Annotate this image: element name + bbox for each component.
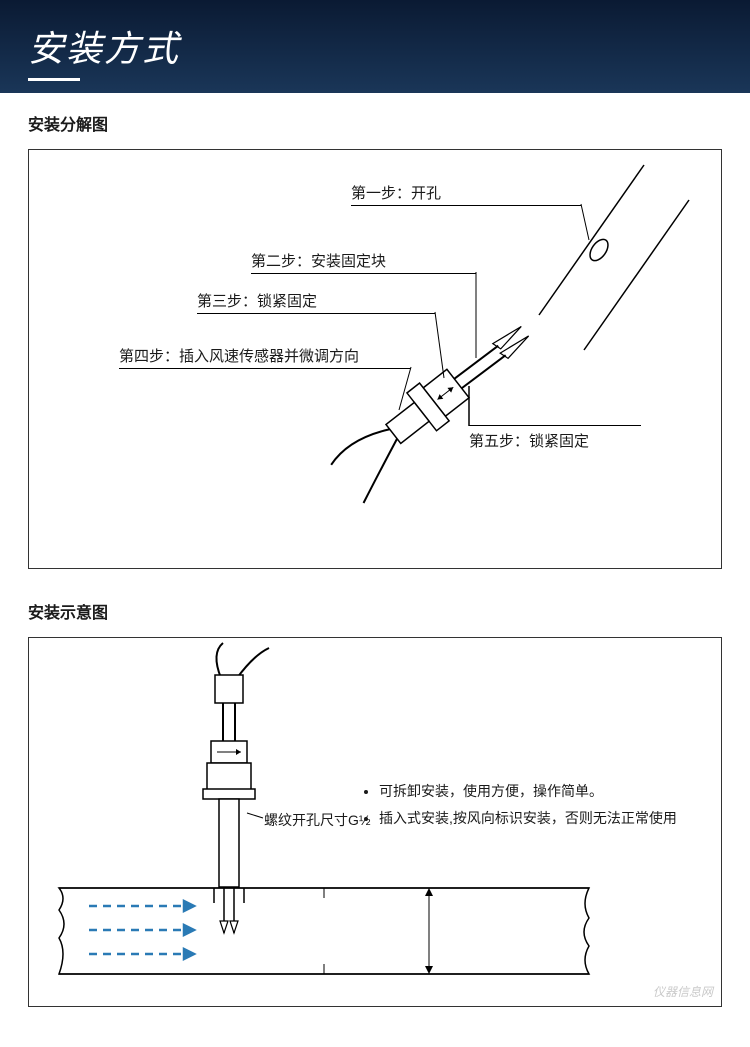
header-underline [28, 78, 80, 81]
page-title: 安装方式 [28, 20, 722, 72]
section-schematic: 安装示意图 可拆卸安装，使用方便，操作简单。 插入式安装,按风向标识安装，否则无… [0, 581, 750, 1007]
section-title-2: 安装示意图 [28, 599, 722, 623]
exploded-diagram [29, 150, 721, 570]
section-title-1: 安装分解图 [28, 111, 722, 135]
schematic-diagram [29, 638, 721, 1008]
section-exploded: 安装分解图 第一步：开孔 第二步：安装固定块 第三步：锁紧固定 第四步：插入风速… [0, 93, 750, 569]
exploded-panel: 第一步：开孔 第二步：安装固定块 第三步：锁紧固定 第四步：插入风速传感器并微调… [28, 149, 722, 569]
watermark: 仪器信息网 [653, 983, 713, 1000]
schematic-panel: 可拆卸安装，使用方便，操作简单。 插入式安装,按风向标识安装，否则无法正常使用 … [28, 637, 722, 1007]
page-header: 安装方式 [0, 0, 750, 93]
